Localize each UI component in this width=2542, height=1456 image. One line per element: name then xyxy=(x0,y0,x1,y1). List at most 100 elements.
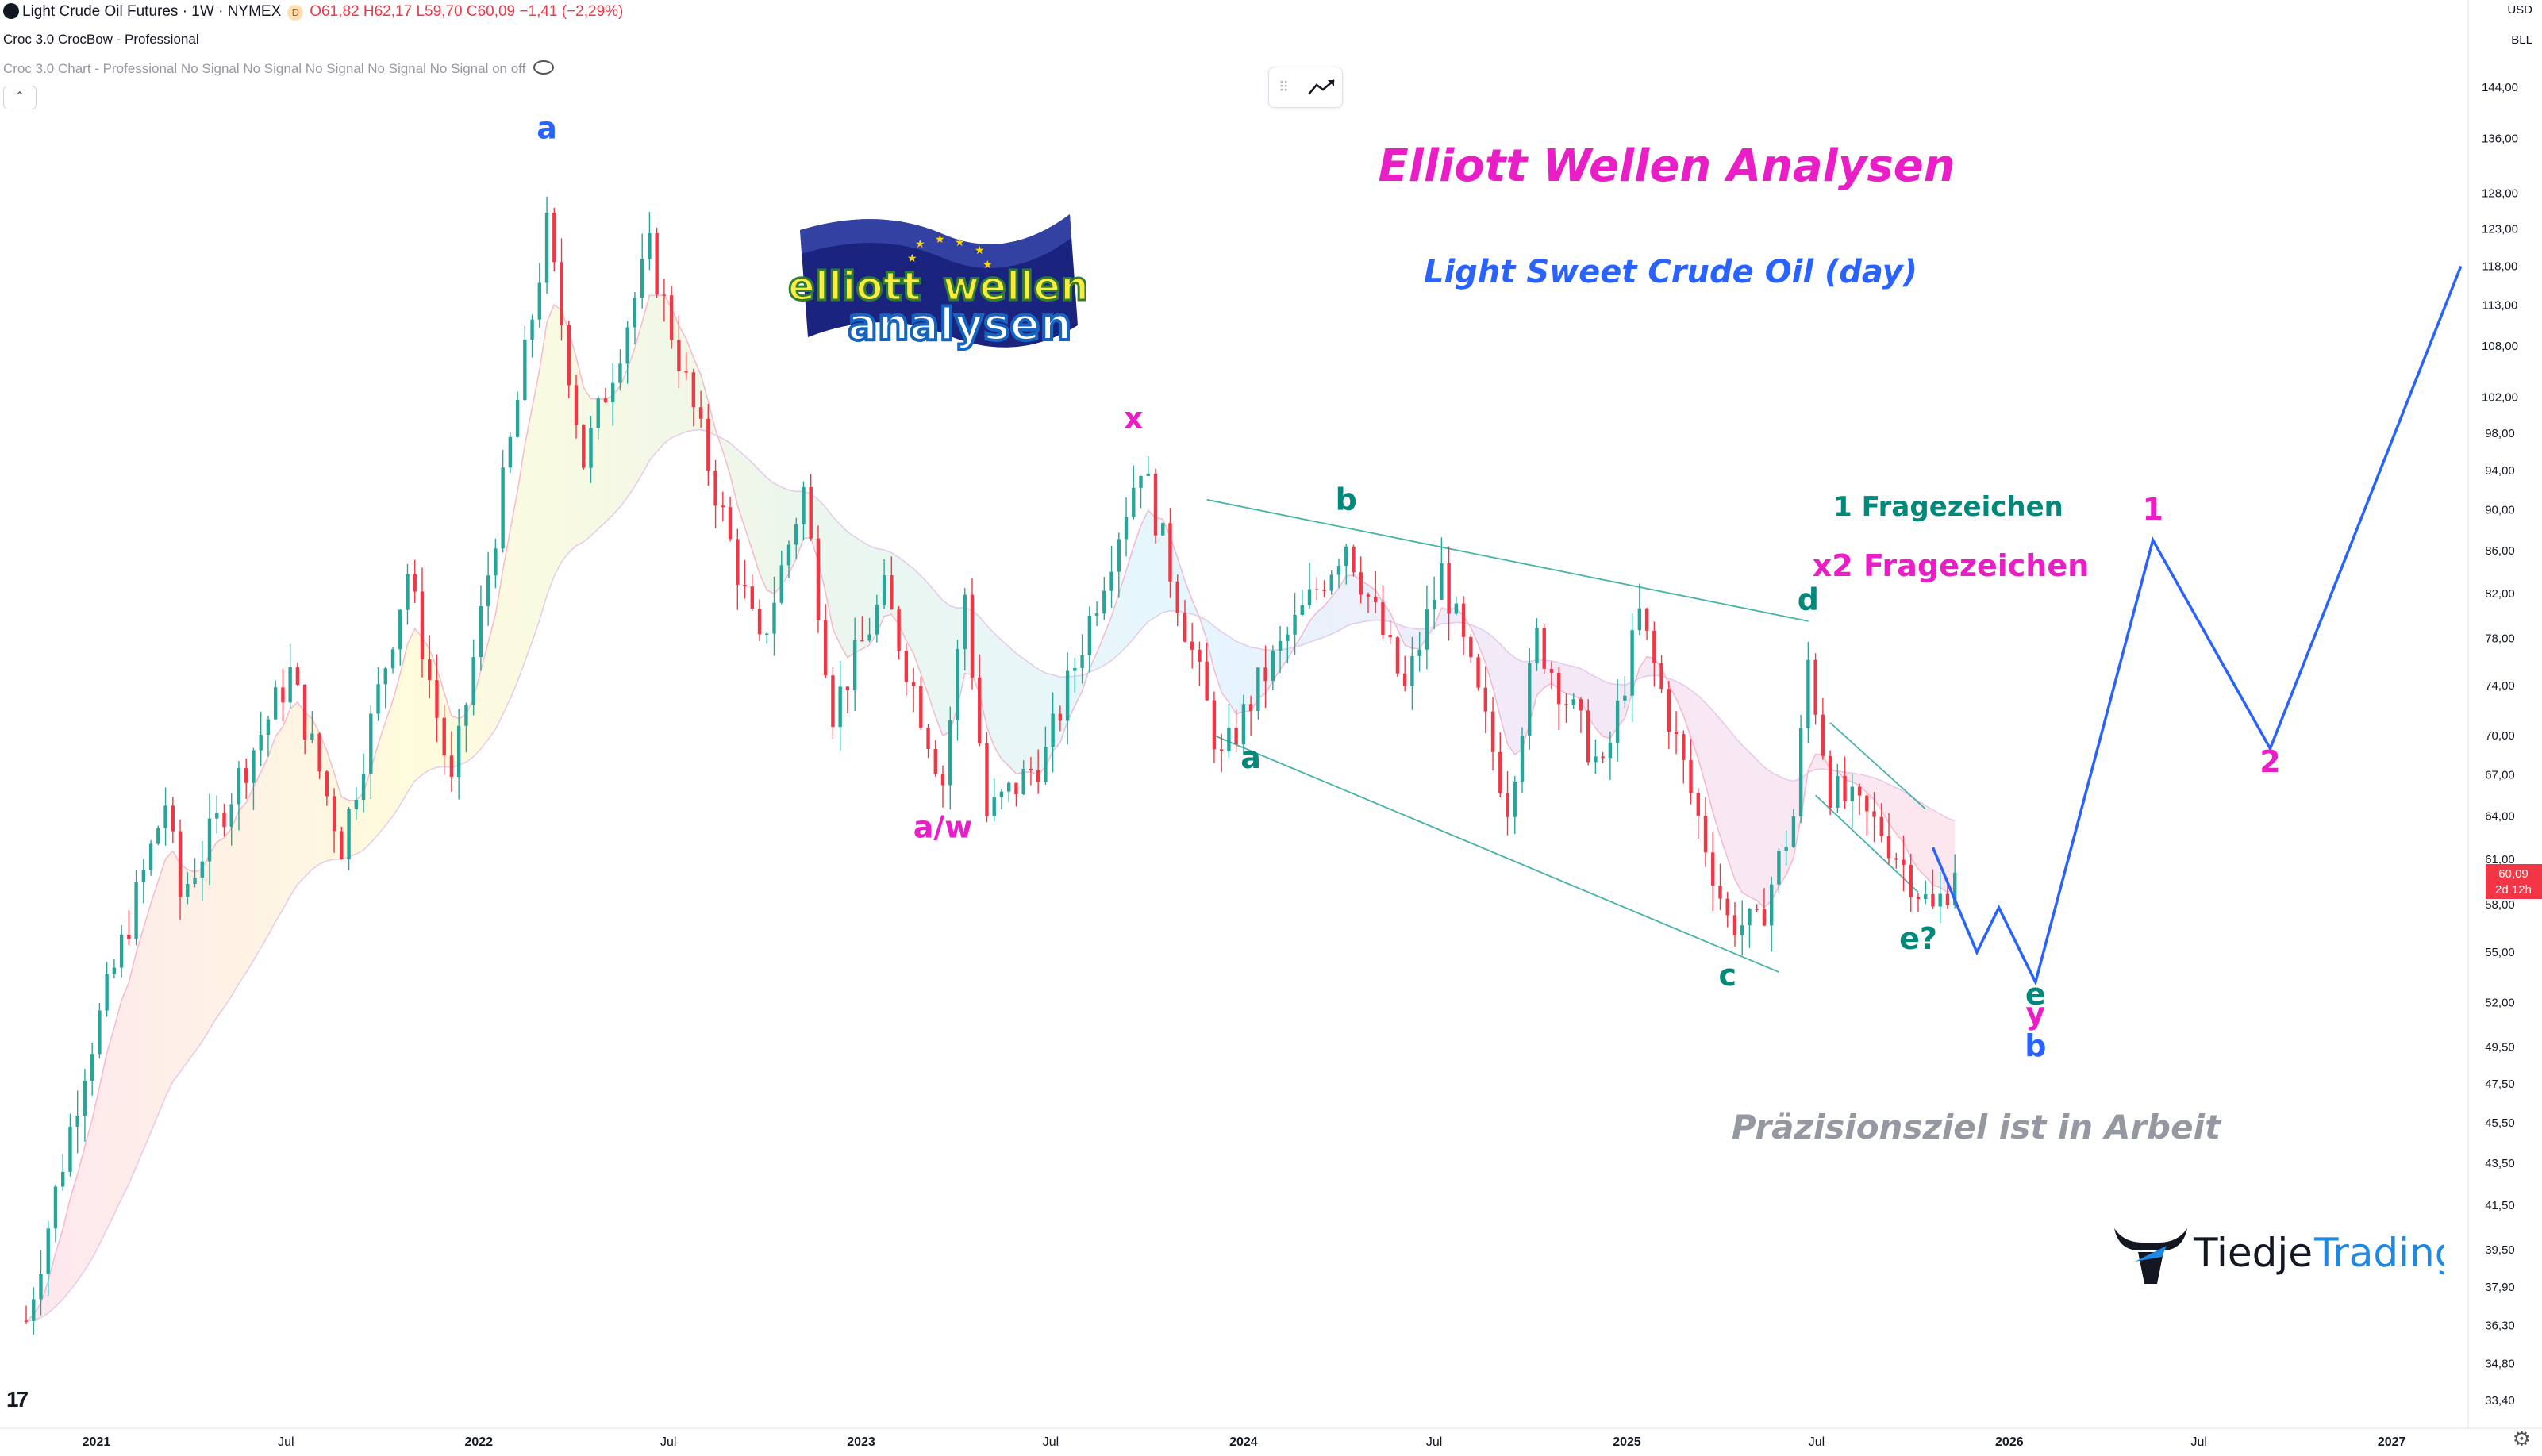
candle-body xyxy=(897,609,901,651)
candle-body xyxy=(1293,614,1297,635)
candle-body xyxy=(1117,539,1121,572)
candle-body xyxy=(625,327,629,364)
candle-body xyxy=(1014,782,1018,795)
candle-body xyxy=(295,667,300,685)
price-tick-label: 61,00 xyxy=(2485,853,2515,866)
price-tick-label: 52,00 xyxy=(2485,997,2515,1010)
candle-body xyxy=(1080,655,1084,668)
candle-body xyxy=(1432,599,1436,610)
candle-body xyxy=(501,467,505,549)
channel-line[interactable] xyxy=(1213,735,1779,973)
candle-body xyxy=(83,1081,87,1116)
candle-body xyxy=(860,640,864,642)
trend-line-icon[interactable] xyxy=(1307,77,1336,98)
candle-body xyxy=(1381,601,1385,636)
indicator-legend-2[interactable]: Croc 3.0 Chart - Professional No Signal … xyxy=(3,60,555,77)
ew-logo-text-1: elliott xyxy=(788,263,921,309)
candle-body xyxy=(1212,700,1217,750)
candle-body xyxy=(1051,713,1055,747)
candle-body xyxy=(940,774,945,786)
channel-line[interactable] xyxy=(1829,722,1926,810)
candle-body xyxy=(1359,572,1363,595)
currency-label[interactable]: USD xyxy=(2507,3,2532,17)
candle-body xyxy=(706,418,710,471)
time-axis[interactable]: 2021 Jul 2022 Jul 2023 Jul 2024 Jul 2025 Jul 2026 J… xyxy=(0,1427,2542,1449)
wave-label: b xyxy=(1336,482,1357,517)
indicator-1-label[interactable]: Croc 3.0 CrocBow - Professional xyxy=(3,32,199,47)
candle-body xyxy=(757,609,762,635)
candle-body xyxy=(127,934,131,939)
candle-body xyxy=(574,385,579,425)
candle-body xyxy=(1769,884,1774,926)
candle-body xyxy=(1748,909,1752,926)
collapse-legend-button[interactable]: ⌃ xyxy=(3,86,37,109)
candle-body xyxy=(119,934,124,968)
candle-body xyxy=(933,749,937,774)
price-axis[interactable]: 144,00 136,00 128,00 123,00 118,00 113,00 108,… xyxy=(2467,0,2518,1428)
candle-body xyxy=(1689,759,1693,793)
wave-label: 1 xyxy=(2142,492,2163,527)
candle-body xyxy=(1395,637,1400,674)
wave-label: a xyxy=(536,111,557,146)
candle-body xyxy=(1725,898,1729,916)
candle-body xyxy=(442,717,446,756)
close-value: C60,09 xyxy=(466,3,516,20)
trend-channels[interactable] xyxy=(1206,498,1926,973)
candle-body xyxy=(1139,475,1143,488)
candle-body xyxy=(1740,925,1744,935)
symbol-icon xyxy=(3,3,19,19)
unit-label[interactable]: BLL xyxy=(2511,33,2532,47)
candle-body xyxy=(823,620,828,676)
candle-body xyxy=(537,282,542,320)
tradingview-logo[interactable]: 17 xyxy=(6,1387,29,1412)
candle-body xyxy=(1608,742,1613,759)
symbol-name[interactable]: Light Crude Oil Futures · 1W · NYMEX xyxy=(22,3,282,20)
price-tick-label: 123,00 xyxy=(2482,223,2518,236)
candle-body xyxy=(1762,909,1767,926)
candle-body xyxy=(1307,589,1312,605)
candle-body xyxy=(1315,589,1319,591)
price-tick-label: 144,00 xyxy=(2482,81,2518,94)
drag-handle-icon[interactable]: ⠿ xyxy=(1279,79,1290,95)
floating-drawing-toolbar[interactable]: ⠿ xyxy=(1268,67,1343,108)
wave-label: e xyxy=(2025,977,2046,1012)
candle-body xyxy=(1711,852,1715,886)
candle-body xyxy=(1652,630,1656,663)
elliott-wellen-logo: ★ ★ ★ ★ ★ ★ elliott wellen analysen xyxy=(784,198,1090,377)
symbol-header[interactable]: Light Crude Oil Futures · 1W · NYMEX D O61… xyxy=(3,3,623,21)
wave-projection[interactable] xyxy=(1931,265,2463,986)
eye-hidden-icon[interactable] xyxy=(533,60,555,75)
candle-body xyxy=(1843,775,1847,801)
channel-line[interactable] xyxy=(1815,794,1919,893)
candle-body xyxy=(1916,897,1921,900)
candle-body xyxy=(779,565,783,603)
candle-body xyxy=(1440,563,1444,600)
price-tick-label: 45,50 xyxy=(2485,1116,2515,1130)
candle-body xyxy=(882,575,886,605)
indicator-legend-1[interactable]: Croc 3.0 CrocBow - Professional xyxy=(3,32,199,48)
channel-line[interactable] xyxy=(1206,498,1809,622)
candle-body xyxy=(1579,699,1583,711)
candle-body xyxy=(567,325,571,386)
candle-body xyxy=(325,771,329,797)
tiedje-trading-logo-graphic: Tiedje Trading xyxy=(2114,1228,2459,1284)
price-tick-label: 64,00 xyxy=(2485,809,2515,823)
projection-path[interactable] xyxy=(1931,265,2463,986)
candle-body xyxy=(743,584,747,587)
candle-body xyxy=(1828,755,1832,808)
candle-body xyxy=(1087,615,1092,655)
time-tick-label: Jul xyxy=(660,1435,676,1449)
candle-body xyxy=(112,967,117,974)
svg-text:★: ★ xyxy=(907,252,917,265)
gear-icon[interactable]: ⚙ xyxy=(2512,1427,2531,1450)
time-tick-label: Jul xyxy=(1809,1435,1825,1449)
candle-body xyxy=(171,805,175,832)
indicator-2-label[interactable]: Croc 3.0 Chart - Professional No Signal … xyxy=(3,61,526,76)
candle-body xyxy=(1557,672,1561,705)
candle-body xyxy=(32,1299,36,1321)
candle-body xyxy=(1886,836,1891,859)
candle-body xyxy=(479,605,483,658)
candle-body xyxy=(1813,659,1817,715)
